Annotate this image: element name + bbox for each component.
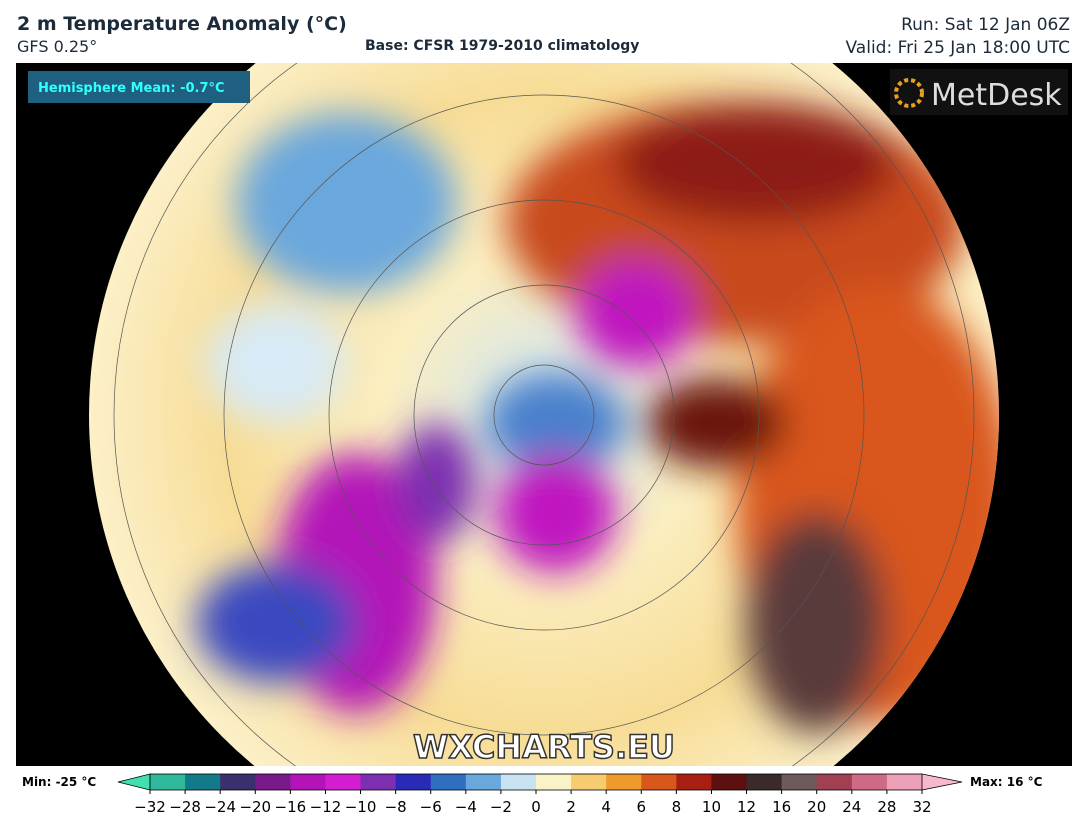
color-cell	[781, 774, 818, 790]
tick-label: −8	[385, 798, 407, 816]
tick-label: 8	[672, 798, 682, 816]
extend-high	[921, 773, 963, 791]
logo-icon	[894, 78, 924, 108]
tick-label: −16	[275, 798, 307, 816]
tick-label: 2	[566, 798, 576, 816]
run: Run: Sat 12 Jan 06Z	[901, 15, 1070, 35]
tick-label: −24	[204, 798, 236, 816]
tick-label: −6	[420, 798, 442, 816]
tick-label: −10	[345, 798, 377, 816]
tick-label: −28	[169, 798, 201, 816]
color-cell	[255, 774, 291, 790]
anomaly-field	[196, 103, 999, 733]
color-cell	[325, 774, 362, 790]
tick-label: 0	[531, 798, 541, 816]
color-cell	[641, 774, 677, 790]
title: 2 m Temperature Anomaly (°C)	[17, 13, 347, 35]
color-cell	[606, 774, 642, 790]
colorbar: Min: -25 °C Max: 16 °C −32 −28 −24 −20 −16 −1…	[22, 773, 1043, 816]
color-cell	[185, 774, 221, 790]
min-label: Min: -25 °C	[22, 775, 96, 789]
color-cell	[465, 774, 502, 790]
color-cell	[290, 774, 326, 790]
color-cell	[816, 774, 853, 790]
color-cell	[746, 774, 783, 790]
map: Hemisphere Mean: -0.7°C MetDesk WXCHARTS…	[16, 63, 1072, 766]
tick-label: −4	[455, 798, 477, 816]
tick-label: 20	[807, 798, 826, 816]
color-cell	[395, 774, 432, 790]
logo: MetDesk	[931, 78, 1062, 113]
logo-box	[890, 69, 1068, 115]
color-cell	[571, 774, 607, 790]
mean-box	[28, 71, 250, 103]
watermark: WXCHARTS.EU	[413, 728, 675, 766]
color-cell	[886, 774, 923, 790]
tick-label: 6	[636, 798, 646, 816]
tick-label: 16	[772, 798, 791, 816]
hemisphere-mean: Hemisphere Mean: -0.7°C	[38, 81, 225, 96]
base: Base: CFSR 1979-2010 climatology	[365, 38, 640, 54]
color-cell	[430, 774, 467, 790]
tick-label: −32	[134, 798, 166, 816]
color-cell	[676, 774, 712, 790]
graticule	[113, 63, 975, 766]
tick-label: 28	[877, 798, 896, 816]
color-cell	[360, 774, 397, 790]
tick-label: 32	[912, 798, 931, 816]
color-cell	[500, 774, 537, 790]
color-cell	[711, 774, 748, 790]
tick-label: 4	[601, 798, 611, 816]
tick-label: 10	[702, 798, 721, 816]
model: GFS 0.25°	[17, 37, 98, 56]
color-cell	[536, 774, 572, 790]
tick-label: −2	[490, 798, 512, 816]
max-label: Max: 16 °C	[970, 775, 1043, 789]
tick-label: 12	[737, 798, 756, 816]
color-cell	[220, 774, 256, 790]
color-cell	[851, 774, 888, 790]
valid: Valid: Fri 25 Jan 18:00 UTC	[845, 38, 1071, 58]
tick-label: 24	[842, 798, 861, 816]
color-cell	[150, 774, 186, 790]
extend-low	[117, 773, 151, 791]
tick-label: −12	[310, 798, 342, 816]
tick-label: −20	[239, 798, 271, 816]
